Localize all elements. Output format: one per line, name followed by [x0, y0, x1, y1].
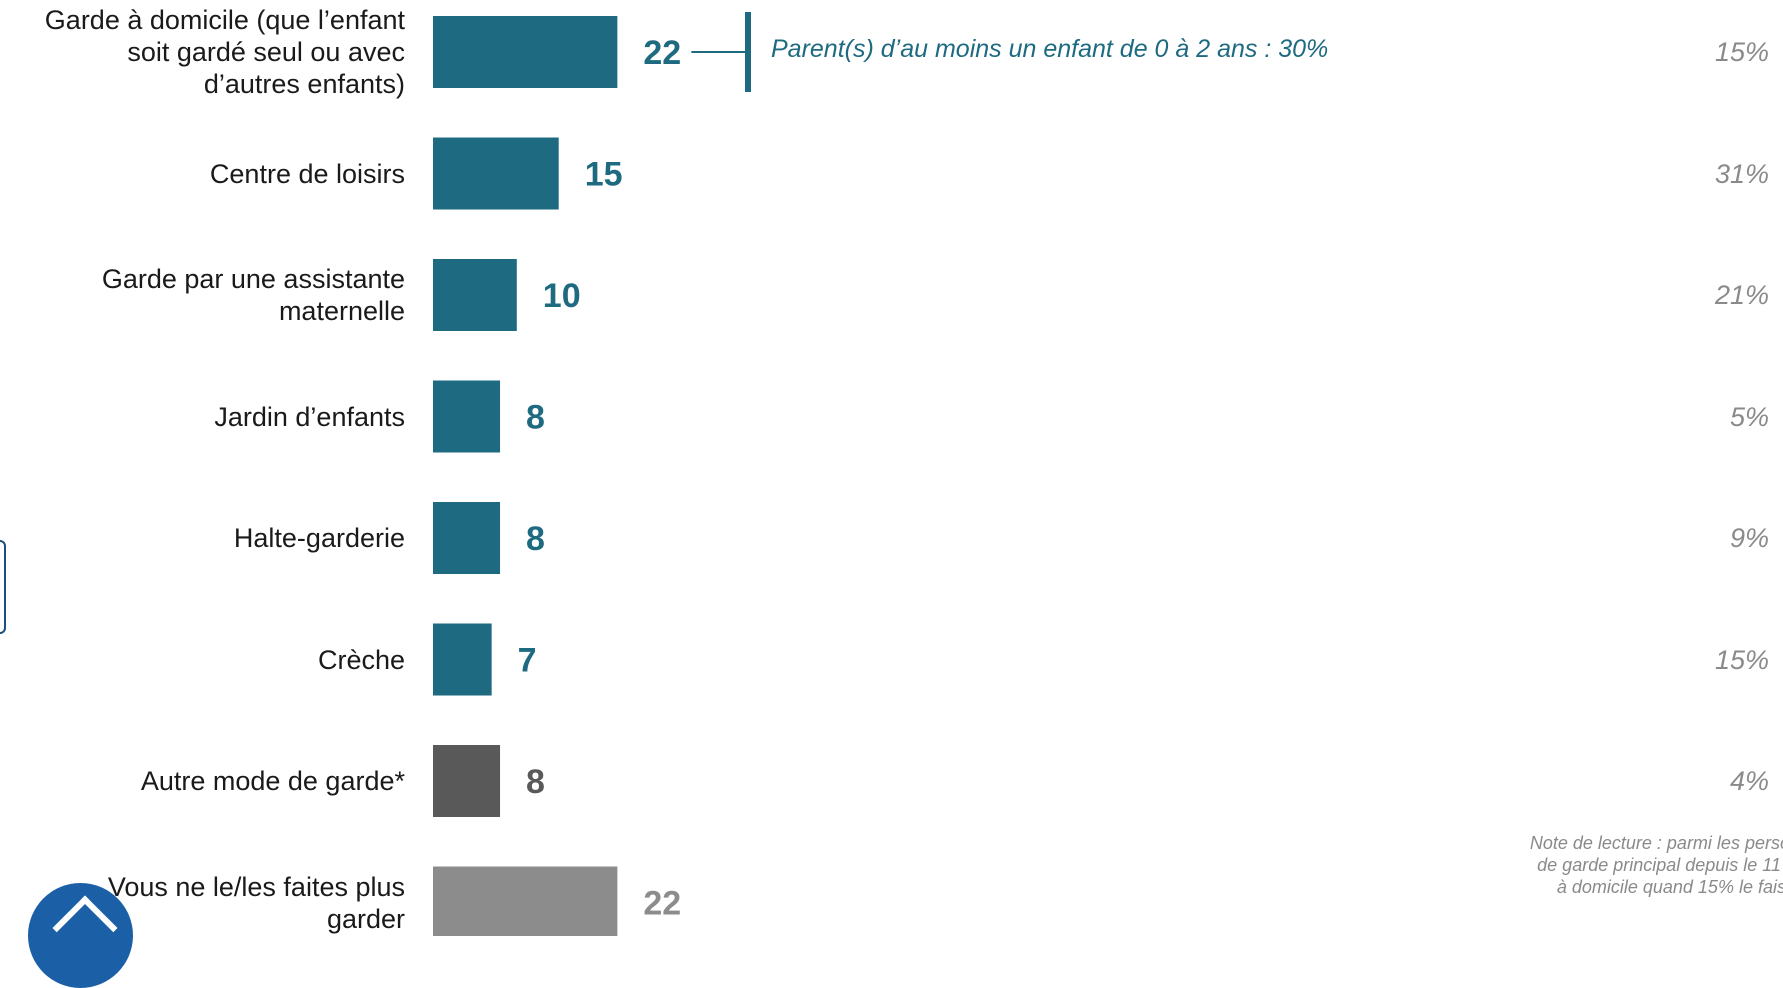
category-label: Autre mode de garde* [0, 765, 405, 797]
category-label-line: Centre de loisirs [209, 158, 405, 189]
reading-note-line: de garde principal depuis le 11 mai, [1537, 855, 1783, 875]
bar [433, 866, 618, 936]
comparison-value: 15% [1714, 37, 1769, 67]
value-label: 8 [526, 520, 545, 558]
chevron-up-icon [52, 895, 118, 961]
category-label: Centre de loisirs [0, 158, 405, 190]
category-label-line: Autre mode de garde* [140, 766, 405, 796]
comparison-value: 5% [1729, 401, 1769, 432]
category-label: Vous ne le/les faites plus garder [0, 871, 405, 935]
value-label: 22 [643, 885, 681, 923]
comparison-value: 15% [1714, 644, 1769, 675]
category-label-line: Garde à domicile (que l’enfant [44, 5, 405, 35]
category-label-line: Halte-garderie [233, 523, 405, 553]
value-label: 7 [518, 642, 537, 680]
bar [433, 623, 492, 696]
bar [433, 745, 501, 817]
bar [433, 502, 501, 574]
category-label-line: garder [326, 903, 405, 934]
value-label: 10 [543, 277, 581, 315]
category-label-line: maternelle [278, 296, 405, 326]
category-label: Crèche [0, 644, 405, 676]
category-label: Halte-garderie [0, 522, 405, 554]
side-panel-edge [0, 540, 6, 634]
bar [433, 259, 517, 331]
reading-note: Note de lecture : parmi les personne de … [1300, 832, 1783, 898]
value-label: 8 [526, 399, 545, 437]
bar [433, 137, 559, 210]
category-label-line: Crèche [317, 644, 405, 675]
category-label-line: d’autres enfants) [203, 69, 405, 99]
category-label-line: Vous ne le/les faites plus [107, 871, 405, 902]
category-label-line: soit gardé seul ou avec [127, 37, 405, 67]
category-label-line: Garde par une assistante [101, 264, 405, 294]
category-label-line: Jardin d’enfants [214, 401, 405, 432]
reading-note-line: Note de lecture : parmi les personne [1529, 833, 1783, 853]
comparison-value: 4% [1729, 766, 1769, 796]
category-label: Garde à domicile (que l’enfant soit gardé… [0, 4, 405, 100]
comparison-value: 9% [1729, 523, 1769, 553]
bar-chart: 22 15 10 8 8 7 8 22 [433, 12, 751, 936]
reading-note-line: à domicile quand 15% le faisaien [1556, 877, 1783, 897]
callout-text: Parent(s) d’au moins un enfant de 0 à 2 … [771, 35, 1329, 63]
comparison-value: 21% [1714, 280, 1769, 310]
comparison-value: 31% [1714, 158, 1769, 189]
bar [433, 16, 618, 88]
value-label: 8 [526, 763, 545, 801]
value-label: 15 [585, 156, 623, 194]
category-label: Garde par une assistante maternelle [0, 263, 405, 327]
value-label: 22 [643, 34, 681, 72]
bar [433, 380, 501, 453]
category-label: Jardin d’enfants [0, 401, 405, 433]
